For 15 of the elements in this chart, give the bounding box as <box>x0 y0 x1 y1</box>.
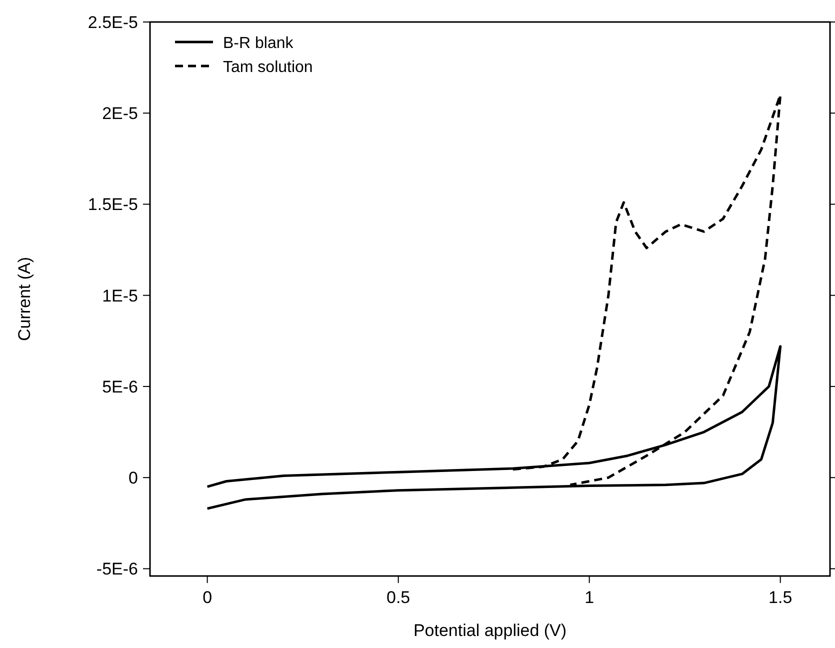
y-tick-label: -5E-6 <box>96 560 138 579</box>
y-tick-label: 0 <box>128 468 138 488</box>
y-tick-label: 1.5E-5 <box>88 195 138 214</box>
y-tick-label: 5E-6 <box>102 377 138 396</box>
y-axis-title: Current (A) <box>15 256 34 342</box>
legend-label: B-R blank <box>223 35 294 52</box>
x-tick-label: 0.5 <box>386 588 410 607</box>
y-tick-label: 1E-5 <box>102 286 138 306</box>
legend-label: Tam solution <box>223 59 313 76</box>
y-tick-label: 2E-5 <box>102 104 138 124</box>
y-tick-label: 2.5E-5 <box>88 13 138 32</box>
x-tick-label: 1.5 <box>768 588 792 607</box>
x-axis-title: Potential applied (V) <box>413 621 567 640</box>
x-tick-label: 1 <box>584 588 594 607</box>
x-tick-label: 0 <box>202 588 212 607</box>
